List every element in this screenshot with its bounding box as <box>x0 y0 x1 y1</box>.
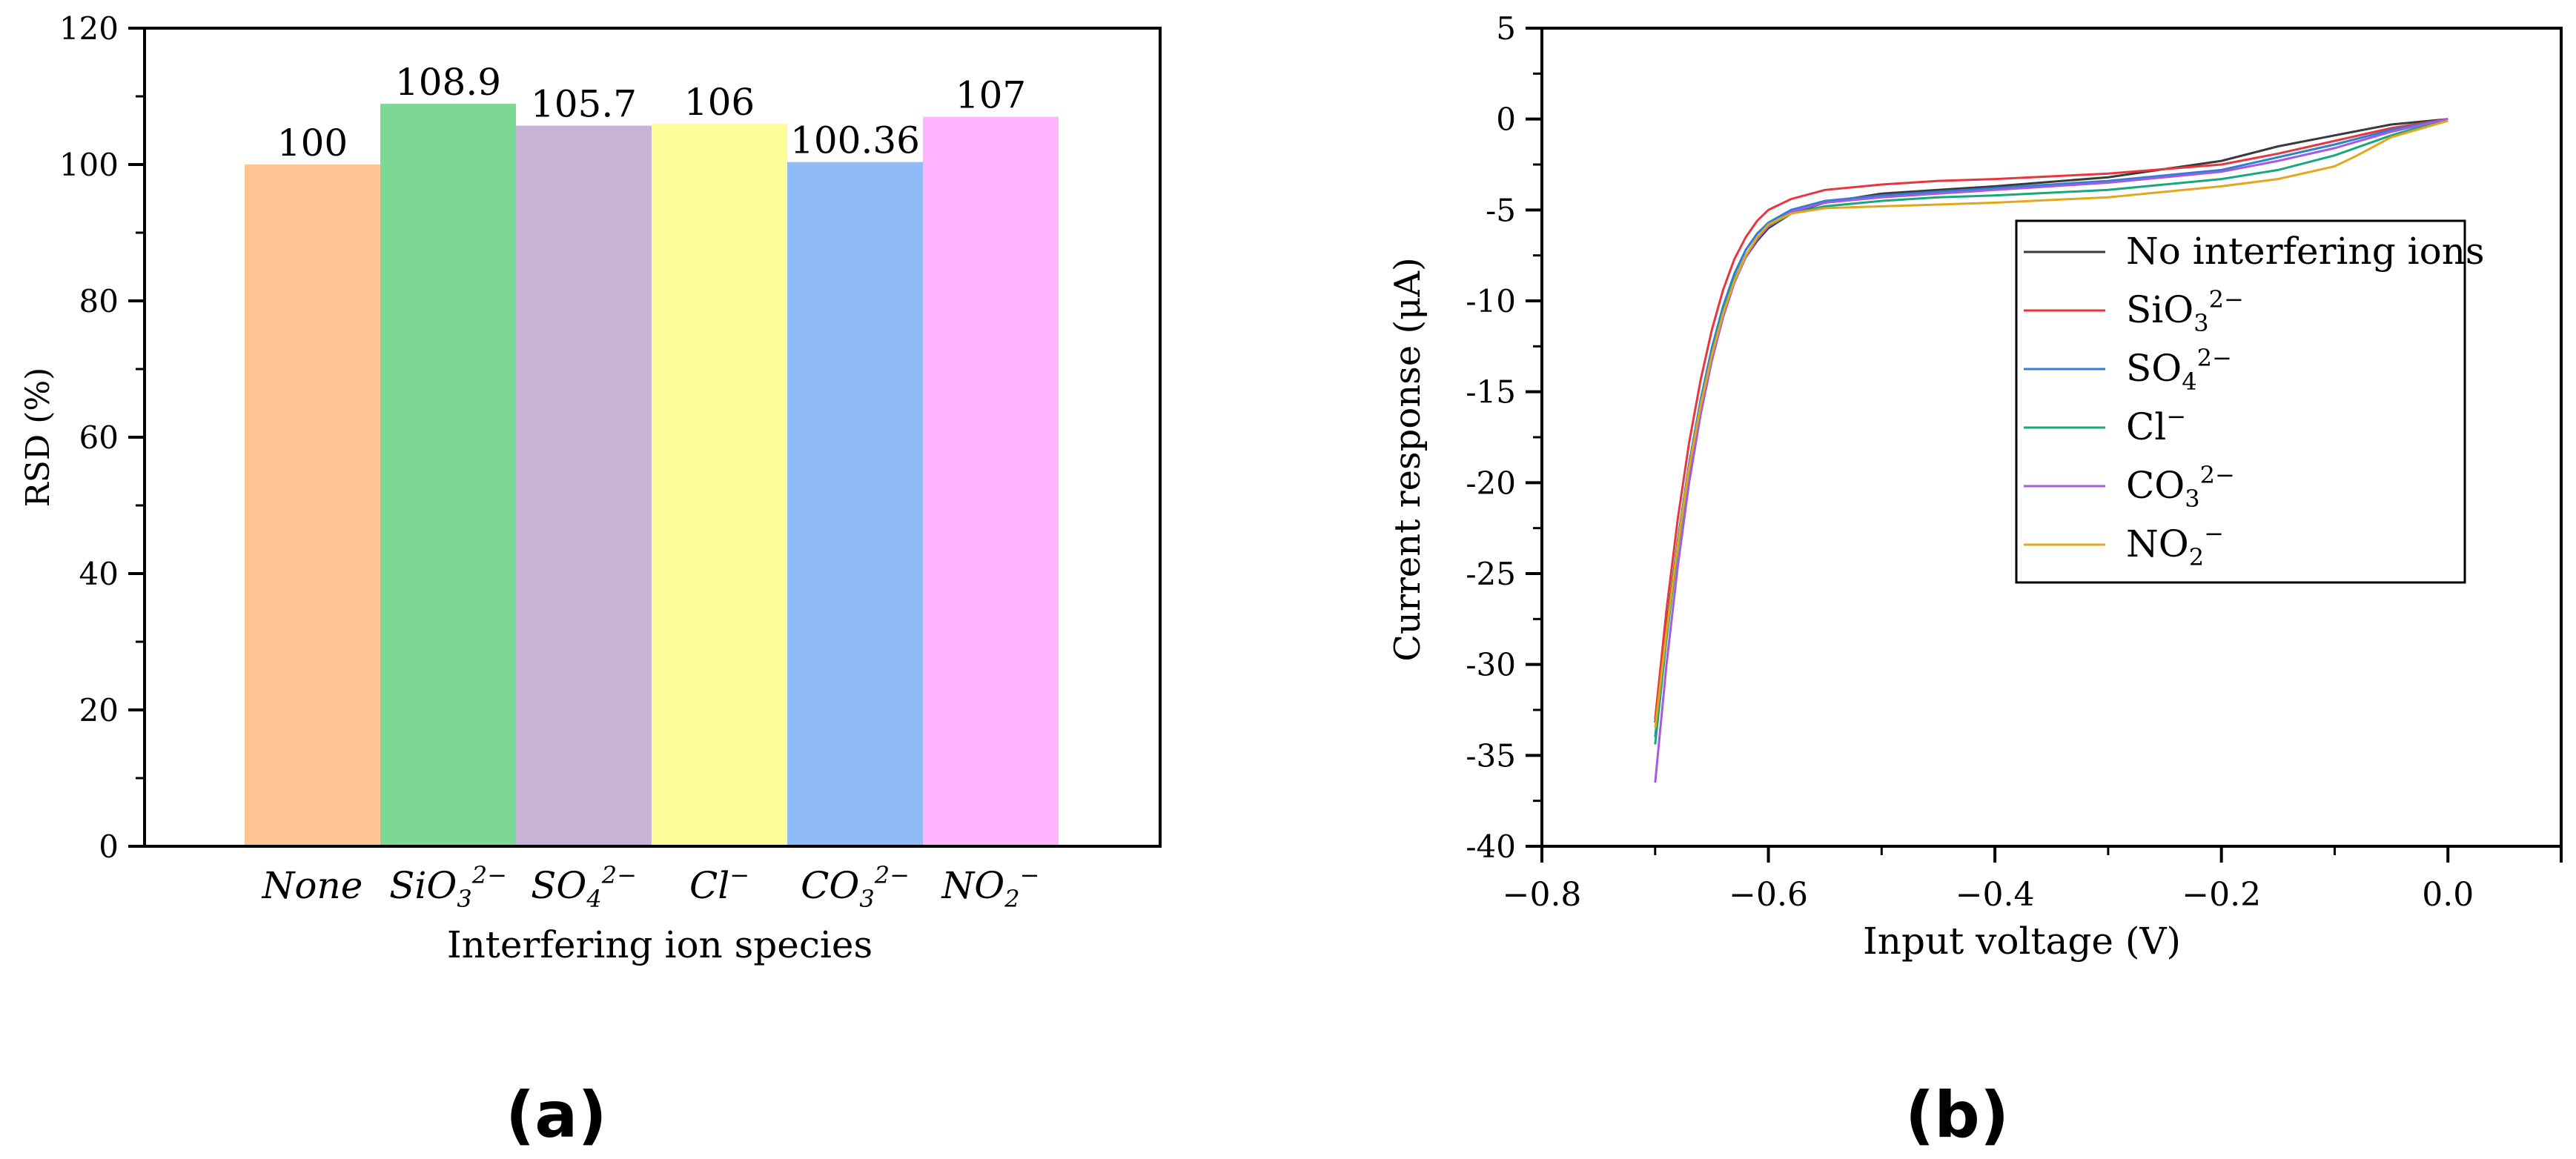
x-tick-label: −0.2 <box>2182 876 2261 914</box>
data-label: 108.9 <box>395 61 501 104</box>
y-tick-label: -5 <box>1486 192 1516 228</box>
x-tick-label: NO2− <box>941 861 1040 913</box>
y-axis-title: Current response (μA) <box>1387 257 1428 662</box>
data-label: 105.7 <box>531 83 637 126</box>
bar <box>923 116 1059 847</box>
y-tick-label: 60 <box>79 419 119 456</box>
y-tick-label: 40 <box>79 556 119 592</box>
legend-entry: SO42− <box>2126 344 2232 396</box>
y-axis-title: RSD (%) <box>19 368 57 508</box>
x-tick-label: −0.6 <box>1729 876 1808 914</box>
bar <box>787 162 923 847</box>
data-label: 100.36 <box>790 119 920 162</box>
x-tick-label: SiO32− <box>389 861 507 913</box>
y-tick-label: -10 <box>1466 283 1516 319</box>
x-tick-label: −0.8 <box>1503 876 1582 914</box>
bar <box>516 125 652 846</box>
line-chart-panel: −0.8 −0.6 −0.4 −0.2 0.0 5 0 -5 -10 -15 -20 -25 -30 -3… <box>1387 10 2563 963</box>
series-line <box>1654 118 2448 720</box>
legend-entry: Cl− <box>2126 402 2186 448</box>
bar <box>380 104 516 846</box>
bar-chart-panel: 100 None 108.9 SiO32− 105.7 SO42− 106 Cl− 100.36… <box>19 10 1162 966</box>
x-tick-label: SO42− <box>531 861 637 913</box>
data-label: 100 <box>277 122 348 165</box>
legend-entry: NO2− <box>2126 519 2224 571</box>
x-tick-label: 0.0 <box>2422 876 2474 914</box>
data-label: 107 <box>956 74 1026 117</box>
panel-label-a: (a) <box>506 1078 607 1152</box>
y-tick-label: 100 <box>59 147 119 183</box>
y-tick-label: 5 <box>1496 10 1516 47</box>
x-tick-label: CO32− <box>801 861 910 913</box>
series-line <box>1654 119 2448 728</box>
panel-label-b: (b) <box>1905 1078 2010 1152</box>
y-tick-label: -25 <box>1466 556 1516 592</box>
x-tick-label: None <box>262 864 363 907</box>
y-tick-label: 0 <box>99 828 119 865</box>
x-tick-label: −0.4 <box>1956 876 2035 914</box>
y-tick-label: 20 <box>79 692 119 728</box>
y-tick-label: 120 <box>59 10 119 47</box>
legend-box <box>2015 219 2466 584</box>
legend-entry: SiO32− <box>2126 285 2244 337</box>
bar <box>652 123 787 847</box>
y-tick-label: -30 <box>1466 647 1516 683</box>
x-axis-title: Input voltage (V) <box>1863 920 2181 963</box>
x-axis-title: Interfering ion species <box>447 923 873 966</box>
x-tick-label: Cl− <box>689 861 749 907</box>
legend: No interfering ions SiO32− SO42− Cl− CO32− NO… <box>2015 219 2485 584</box>
legend-entry: No interfering ions <box>2126 230 2485 273</box>
y-tick-label: -15 <box>1466 374 1516 411</box>
y-tick-label: 80 <box>79 283 119 319</box>
y-tick-label: -20 <box>1466 465 1516 501</box>
y-tick-label: -35 <box>1466 737 1516 774</box>
legend-entry: CO32− <box>2126 461 2235 513</box>
y-tick-label: 0 <box>1496 102 1516 138</box>
y-tick-label: -40 <box>1466 828 1516 865</box>
data-label: 106 <box>684 81 755 124</box>
bar <box>245 165 380 846</box>
